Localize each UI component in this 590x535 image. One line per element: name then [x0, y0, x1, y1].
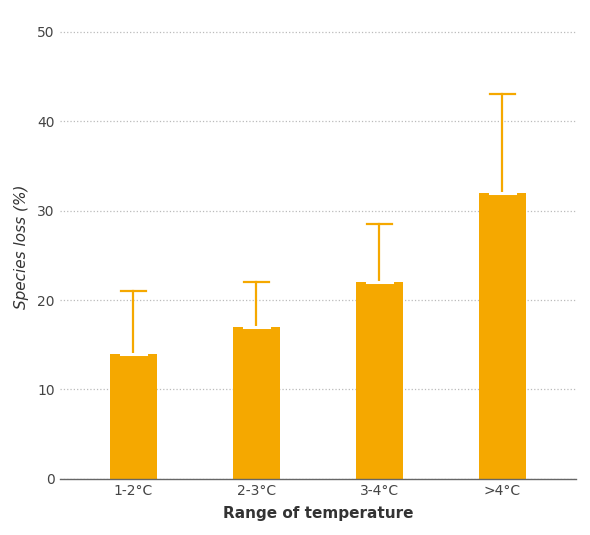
Y-axis label: Species loss (%): Species loss (%) [14, 184, 29, 309]
Bar [233, 327, 280, 479]
Bar [110, 354, 157, 479]
Bar [356, 282, 403, 479]
Bar [479, 193, 526, 479]
X-axis label: Range of temperature: Range of temperature [222, 506, 413, 521]
